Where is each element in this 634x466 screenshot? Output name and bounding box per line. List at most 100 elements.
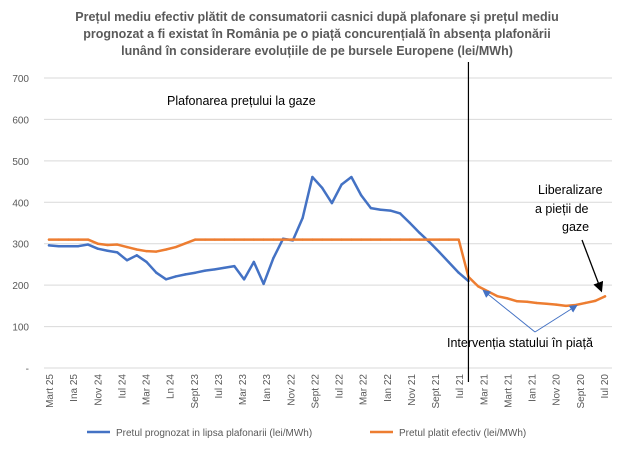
series-1-point (194, 238, 197, 241)
annotation-liberalization-line-1: Liberalizare (538, 183, 603, 197)
series-0-point (408, 221, 412, 225)
annotation-cap: Plafonarea prețului la gaze (167, 94, 316, 108)
series-0-point (194, 271, 197, 274)
series-1-point (516, 300, 519, 303)
series-1-point (476, 285, 480, 288)
series-1-point (320, 238, 324, 241)
intervention-arrow-left (482, 289, 536, 333)
series-0-point (418, 231, 421, 235)
series-line-0 (47, 175, 470, 286)
series-1-point (233, 238, 236, 241)
series-1-point (447, 238, 451, 241)
series-1-point (106, 243, 109, 247)
legend: Pretul prognozat in lipsa plafonarii (le… (87, 428, 526, 439)
y-axis-ticks: - 100 200 300 400 500 600 700 (12, 74, 29, 375)
chart-title: Prețul mediu efectiv plătit de consumato… (75, 10, 558, 58)
chart-title-line-2: prognozat a fi existat în România pe o p… (83, 27, 550, 41)
series-0-point (67, 245, 70, 248)
series-0-point (203, 269, 207, 272)
series-0-point (47, 244, 51, 247)
x-tick-label: Ian 23 (262, 374, 273, 402)
series-1-point (77, 238, 80, 241)
x-tick-label: Ian 21 (528, 374, 539, 402)
series-1-point (350, 238, 353, 241)
series-1-point (135, 248, 138, 251)
x-tick-label: Sept 20 (576, 374, 587, 409)
annotation-liberalization-line-3: gaze (562, 220, 589, 234)
x-tick-label: Mart 25 (45, 374, 56, 408)
series-0-point (379, 208, 382, 211)
series-0-point (330, 201, 334, 205)
series-1-point (506, 297, 509, 300)
series-1-point (564, 304, 568, 308)
x-axis-ticks: Mart 25 Ina 25 Nov 24 Iul 24 Mar 24 Ln 24 Sept… (45, 374, 611, 409)
series-0-point (145, 260, 148, 264)
series-0-point (311, 175, 314, 179)
legend-label-effective: Pretul platit efectiv (lei/MWh) (399, 428, 526, 439)
series-lines (47, 175, 607, 308)
series-1-point (116, 243, 119, 246)
series-1-point (184, 242, 187, 245)
y-tick-label: 500 (12, 157, 29, 168)
series-line-1 (47, 238, 607, 308)
series-0-point (398, 212, 402, 215)
series-1-point (213, 238, 217, 241)
annotation-liberalization: Liberalizare a pieții de gaze (535, 183, 603, 234)
x-tick-label: Nov 22 (286, 374, 297, 406)
y-tick-label: 600 (12, 115, 29, 126)
series-1-point (496, 295, 499, 298)
series-0-point (96, 247, 99, 250)
series-1-point (301, 238, 304, 241)
legend-label-forecast: Pretul prognozat in lipsa plafonarii (le… (116, 428, 312, 439)
series-0-point (106, 249, 109, 252)
series-1-point (96, 242, 99, 245)
gridlines (44, 77, 612, 369)
series-0-point (447, 261, 451, 264)
x-tick-label: Nov 24 (93, 374, 104, 406)
series-1-point (398, 238, 402, 241)
chart-title-line-1: Prețul mediu efectiv plătit de consumato… (75, 10, 558, 24)
series-1-point (203, 238, 207, 241)
y-tick-label: 400 (12, 198, 29, 209)
series-0-point (213, 268, 217, 271)
series-1-point (535, 301, 538, 305)
y-tick-label: 100 (12, 323, 29, 334)
series-1-point (262, 238, 265, 241)
x-tick-label: Mar 23 (238, 374, 249, 406)
series-1-point (223, 238, 226, 241)
series-0-point (350, 175, 353, 179)
x-tick-label: Sept 23 (190, 374, 201, 409)
x-tick-label: Ina 25 (69, 374, 80, 402)
series-0-point (155, 271, 158, 274)
y-tick-label: - (26, 364, 29, 375)
x-tick-label: Nov 20 (552, 374, 563, 406)
x-tick-label: Nov 21 (407, 374, 418, 406)
x-tick-label: Iul 20 (600, 374, 611, 399)
series-0-point (252, 260, 256, 264)
series-1-point (545, 302, 548, 305)
x-tick-label: Mar 22 (359, 374, 370, 406)
y-tick-label: 200 (12, 281, 29, 292)
series-1-point (408, 238, 412, 241)
x-tick-label: Iul 22 (335, 374, 346, 399)
series-1-point (584, 301, 587, 305)
series-0-point (164, 278, 168, 281)
series-1-point (174, 245, 178, 249)
series-0-point (77, 245, 80, 248)
series-1-point (47, 238, 51, 241)
series-0-point (457, 271, 460, 274)
series-0-point (223, 266, 226, 269)
series-0-point (174, 275, 178, 278)
series-1-point (252, 238, 256, 241)
series-0-point (340, 183, 343, 186)
series-0-point (242, 278, 246, 281)
series-1-point (369, 238, 373, 241)
series-0-point (86, 243, 90, 246)
chart-title-line-3: lunând în considerare evoluțiile de pe b… (121, 44, 513, 58)
series-1-point (67, 238, 70, 241)
x-tick-label: Ian 22 (383, 374, 394, 402)
series-0-point (359, 194, 363, 197)
series-1-point (155, 250, 158, 253)
series-0-point (320, 186, 324, 189)
